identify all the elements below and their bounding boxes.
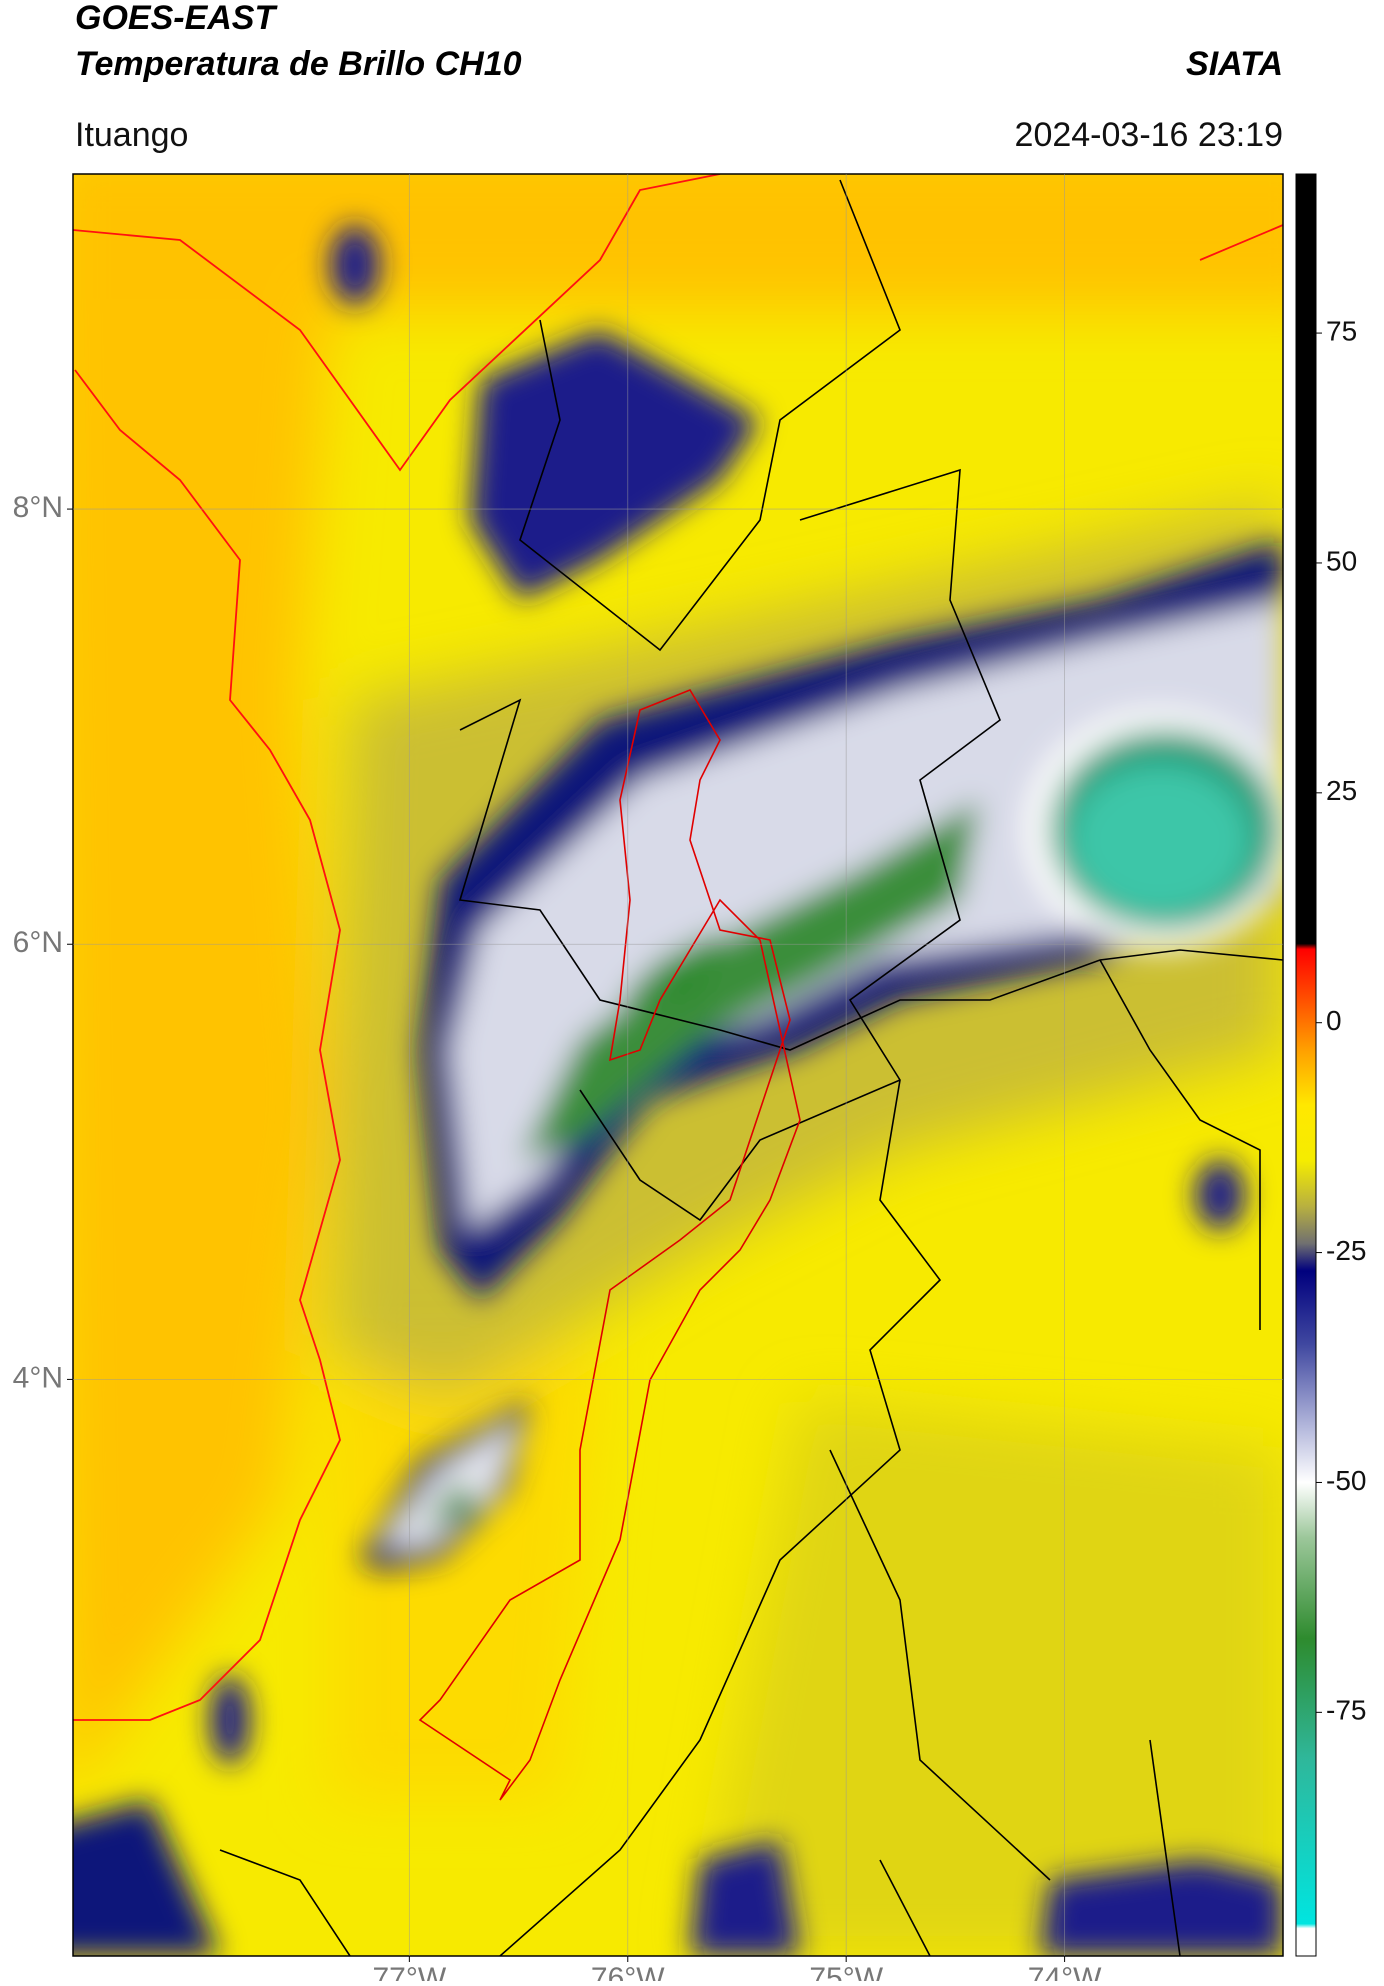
subtitle: Temperatura de Brillo CH10 bbox=[75, 45, 522, 83]
colorbar-tick-label: 0 bbox=[1326, 1005, 1342, 1036]
colorbar-tick-label: 25 bbox=[1326, 775, 1357, 806]
y-tick-label: 6°N bbox=[13, 926, 63, 959]
source: SIATA bbox=[1186, 45, 1283, 83]
colorbar-tick-label: 75 bbox=[1326, 315, 1357, 346]
satellite-image bbox=[73, 174, 1283, 1956]
title: GOES-EAST bbox=[75, 0, 278, 37]
map-frame bbox=[72, 173, 1284, 1957]
y-tick-label: 4°N bbox=[13, 1361, 63, 1394]
x-tick-label: 74°W bbox=[1028, 1962, 1102, 1981]
y-tick-label: 8°N bbox=[13, 491, 63, 524]
region-boundary bbox=[418, 689, 801, 1801]
borders bbox=[219, 179, 1283, 1956]
datetime: 2024-03-16 23:19 bbox=[1015, 116, 1283, 154]
colorbar-tick-label: 50 bbox=[1326, 545, 1357, 576]
x-tick-label: 75°W bbox=[809, 1962, 883, 1981]
x-tick-label: 77°W bbox=[373, 1962, 447, 1981]
colorbar-tick-label: -25 bbox=[1326, 1235, 1366, 1266]
coastline bbox=[73, 174, 1283, 1721]
location: Ituango bbox=[75, 116, 188, 154]
colorbar-tick-label: -50 bbox=[1326, 1465, 1366, 1496]
colorbar bbox=[1295, 173, 1317, 1957]
x-tick-label: 76°W bbox=[591, 1962, 665, 1981]
colorbar-tick-label: -75 bbox=[1326, 1695, 1366, 1726]
